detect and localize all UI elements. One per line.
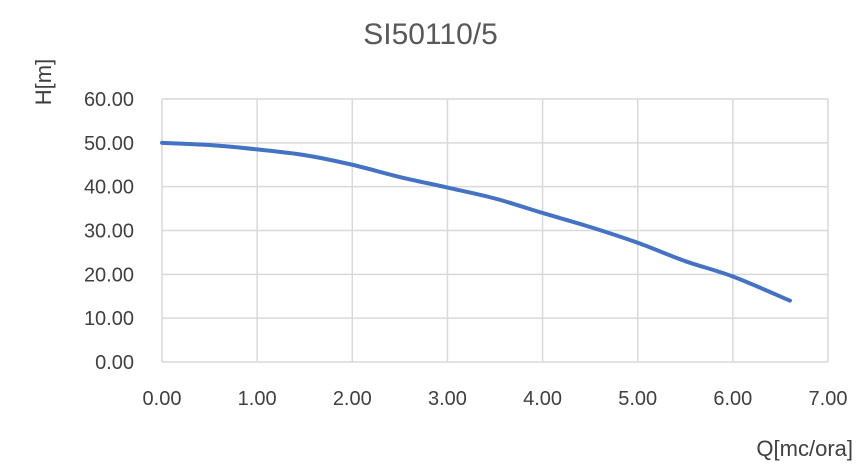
x-tick-label: 3.00 <box>428 388 467 410</box>
y-tick-label: 50.00 <box>84 133 134 155</box>
y-tick-label: 40.00 <box>84 177 134 199</box>
x-tick-label: 1.00 <box>238 388 277 410</box>
x-tick-label: 6.00 <box>713 388 752 410</box>
y-tick-label: 0.00 <box>95 352 134 374</box>
x-tick-label: 4.00 <box>523 388 562 410</box>
chart-title: SI50110/5 <box>363 18 498 51</box>
x-tick-label: 7.00 <box>809 388 848 410</box>
y-tick-label: 60.00 <box>84 89 134 111</box>
y-tick-label: 20.00 <box>84 264 134 286</box>
y-tick-label: 10.00 <box>84 308 134 330</box>
x-tick-label: 0.00 <box>143 388 182 410</box>
series-line <box>160 140 792 303</box>
x-axis-label: Q[mc/ora] <box>756 436 853 461</box>
x-tick-label: 5.00 <box>618 388 657 410</box>
x-tick-label: 2.00 <box>333 388 372 410</box>
y-tick-label: 30.00 <box>84 221 134 243</box>
